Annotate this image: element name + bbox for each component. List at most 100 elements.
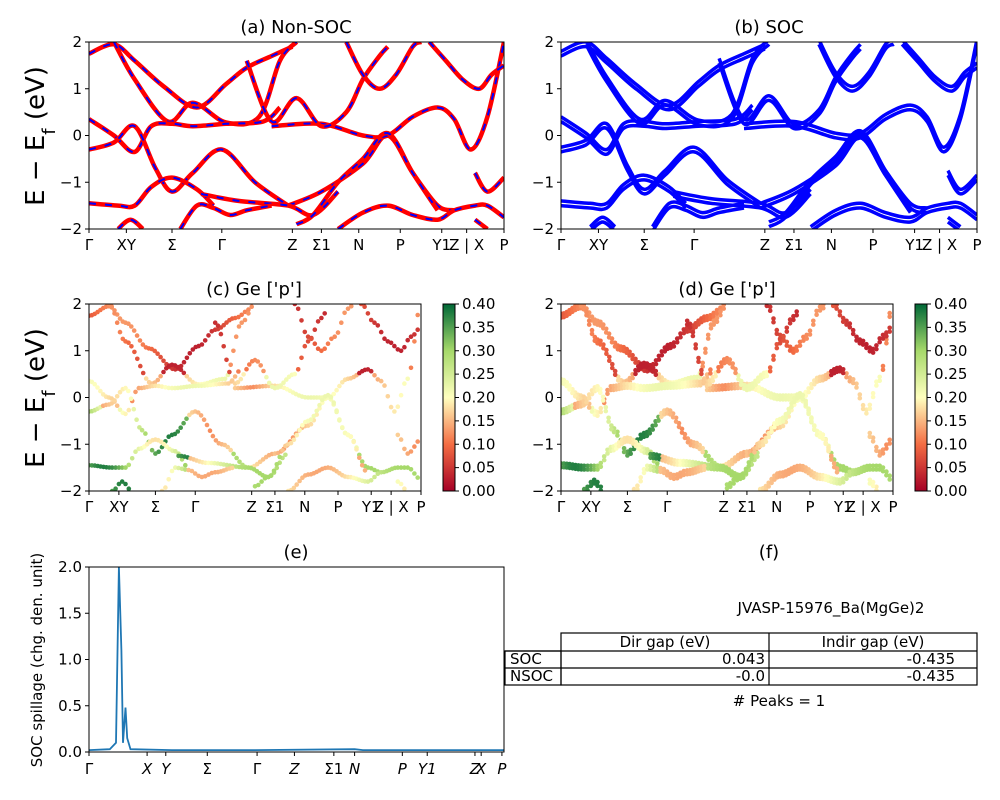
colorbar-tick-label: 0.00 [462, 482, 495, 500]
projection-point [887, 310, 892, 316]
x-tick-label: Z | X [922, 236, 957, 254]
projection-point [232, 374, 238, 379]
projection-point [288, 440, 294, 446]
projection-point [117, 407, 123, 413]
projection-point [586, 395, 592, 401]
projection-point [769, 480, 774, 486]
projection-point [412, 444, 417, 449]
projection-point [701, 380, 707, 385]
projection-point [198, 413, 204, 418]
projection-point [114, 394, 120, 399]
projection-point [621, 449, 627, 455]
projection-point [133, 389, 138, 395]
x-tick-label: XY [109, 498, 129, 516]
projection-point [300, 423, 305, 428]
x-tick-label: Σ [151, 498, 160, 516]
band-line-soc-overlay [117, 218, 144, 229]
projection-point [650, 369, 656, 374]
projection-point [233, 334, 239, 340]
projection-point [867, 481, 873, 486]
projection-point [271, 468, 277, 474]
projection-point [109, 465, 115, 470]
band-line-soc-overlay [271, 42, 504, 151]
band-line-soc-overlay [113, 42, 298, 126]
projection-point [867, 430, 873, 436]
projection-point [867, 477, 873, 483]
projection-point [294, 432, 300, 438]
projection-point [821, 305, 826, 311]
projection-point [213, 438, 219, 443]
colorbar-tick-label: 0.25 [462, 365, 495, 383]
projection-point [117, 329, 123, 335]
projection-point [402, 486, 407, 491]
projection-point [398, 465, 404, 470]
projection-point [698, 383, 703, 388]
y-tick-label: −1 [532, 435, 554, 453]
projection-point [320, 397, 325, 403]
projection-point [605, 391, 610, 397]
projection-point [764, 304, 770, 309]
y-tick-label: 1 [544, 342, 554, 360]
projection-point [850, 377, 856, 382]
y-tick-label: −2 [60, 220, 82, 238]
projection-point [581, 463, 587, 469]
projection-point [227, 369, 232, 375]
y-tick-label: 0.0 [58, 743, 82, 761]
projection-point [412, 339, 417, 344]
ylabel-e: SOC spillage (chg. den. unit) [28, 553, 46, 768]
projection-point [814, 308, 819, 314]
x-tick-label: Y1 [833, 498, 853, 516]
band-line-soc [561, 121, 762, 205]
projection-point [589, 391, 595, 397]
row-label-soc: SOC [510, 650, 542, 668]
projection-point [713, 374, 718, 379]
x-tick-label: Γ [85, 236, 94, 254]
projection-point [221, 344, 226, 349]
projection-point [598, 464, 604, 470]
projection-point [603, 405, 609, 410]
projection-point [769, 429, 774, 435]
projection-point [348, 434, 354, 440]
projection-point [630, 375, 635, 381]
y-tick-label: 0 [544, 127, 554, 145]
band-line-soc [810, 205, 977, 229]
projection-point [312, 341, 318, 347]
projection-point [277, 454, 283, 460]
projection-point [116, 465, 122, 470]
projection-point [264, 374, 269, 380]
projection-point [874, 448, 879, 454]
projection-point [319, 315, 324, 321]
x-tick-label: Z [719, 498, 729, 516]
title-f: (f) [759, 542, 779, 563]
projection-point [710, 378, 716, 384]
projection-point [586, 322, 592, 327]
projection-point [415, 327, 421, 333]
x-tick-label: Γ [690, 236, 699, 254]
projection-point [398, 348, 404, 354]
projection-point [237, 459, 242, 465]
projection-point [405, 337, 411, 343]
projection-point [586, 405, 592, 410]
x-tick-label: Γ [557, 236, 566, 254]
projection-point [884, 341, 889, 346]
projection-point [880, 465, 886, 470]
projection-point [595, 467, 600, 472]
projection-point [405, 451, 411, 456]
projection-point [117, 316, 123, 321]
projection-point [678, 334, 683, 340]
projection-point [877, 453, 882, 458]
projection-point [126, 321, 131, 327]
projection-point [794, 348, 799, 353]
projection-point [612, 372, 618, 378]
projection-point [581, 306, 586, 311]
projection-point [178, 425, 183, 431]
colorbar-tick-label: 0.20 [934, 389, 967, 407]
projection-point [621, 446, 627, 451]
projection-point [278, 383, 283, 388]
projection-point [600, 394, 606, 400]
projection-point [831, 461, 837, 466]
projection-point [329, 336, 334, 342]
projection-point [877, 374, 882, 380]
